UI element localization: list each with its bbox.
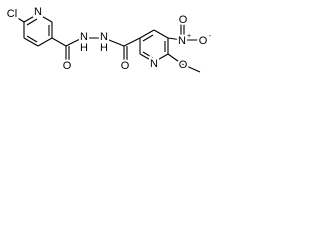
bond [181,63,201,73]
bond [139,53,155,63]
bond [51,37,67,47]
bond [153,29,169,39]
atom-labels: Cl N O N H N H O N N + O - O O [5,4,213,74]
atom-label: O [121,60,130,72]
atom-label: N [100,31,108,43]
bond [26,35,38,43]
bond [139,29,155,39]
bond [23,13,39,23]
atom-label: N [34,6,42,18]
atom-label: H [80,42,88,54]
atom-label: O [199,35,208,47]
bond [142,34,154,42]
charge: + [187,33,191,40]
molecule-diagram: Cl N O N H N H O N N + O - O O [5,4,213,74]
atom-label: H [100,42,108,54]
atom-label: O [63,60,72,72]
bond [103,37,125,47]
bonds [12,13,202,73]
bond [65,37,83,47]
bond [26,18,38,26]
bond [12,14,25,23]
atom-label: N [150,58,158,70]
bond [123,37,141,47]
bond [153,53,169,63]
bond [23,37,39,47]
charge: - [209,33,212,40]
atom-label: O [179,59,188,71]
atom-label: N [80,31,88,43]
atom-label: N [178,35,186,47]
bond [142,51,154,59]
bond [167,37,183,41]
bond [37,13,53,23]
atom-label: O [179,14,188,26]
bond [37,37,53,47]
bond [167,53,183,65]
atom-label: Cl [7,8,17,20]
